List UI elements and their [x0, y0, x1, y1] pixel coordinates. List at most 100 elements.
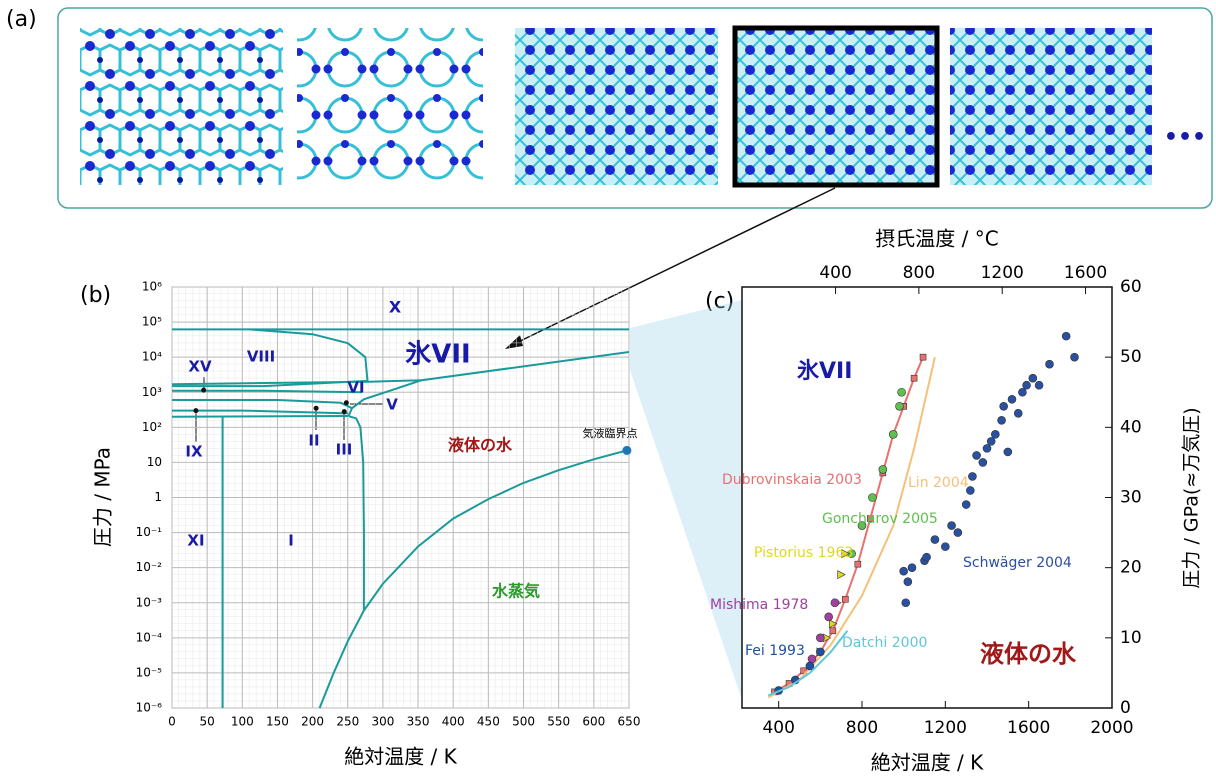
series-label: Goncharov 2005: [822, 511, 938, 527]
structure-image: [735, 28, 937, 185]
region-label: II: [308, 432, 319, 450]
x-axis-label: 絶対温度 / K: [344, 745, 457, 769]
x-tick-label: 600: [582, 715, 605, 729]
data-point: [983, 444, 991, 452]
series-label: Fei 1993: [745, 643, 805, 659]
x2-tick-label: 400: [819, 263, 851, 283]
x2-axis-label: 摂氏温度 / °C: [875, 227, 998, 251]
region-label: X: [389, 298, 402, 317]
region-label: 液体の水: [448, 436, 513, 455]
y-tick-label: 10⁻⁶: [136, 701, 163, 715]
data-point: [816, 648, 824, 656]
panel-label: (b): [80, 283, 111, 308]
phase-point: [314, 406, 319, 411]
data-point: [1018, 388, 1026, 396]
data-point: [904, 578, 912, 586]
region-label: IX: [185, 443, 203, 461]
y-axis-label: 圧力 / MPa: [91, 447, 115, 547]
x-tick-label: 300: [371, 715, 394, 729]
data-point: [1014, 409, 1022, 417]
x-tick-label: 1200: [924, 718, 967, 738]
y-tick-label: 10⁻³: [136, 595, 163, 609]
data-point: [973, 451, 981, 459]
data-point: [1062, 332, 1070, 340]
y-tick-label: 10⁻⁵: [136, 665, 163, 679]
y-tick-label: 10³: [142, 385, 162, 399]
region-label: III: [336, 441, 353, 459]
region-label: V: [386, 396, 398, 414]
x-tick-label: 50: [200, 715, 215, 729]
figure: (a) (b) (c) ••• 050100150200250300350400…: [0, 0, 1216, 776]
data-point: [879, 465, 887, 473]
data-point: [941, 543, 949, 551]
x2-tick-label: 1200: [981, 263, 1024, 283]
x-tick-label: 650: [618, 715, 641, 729]
structure-image: [297, 28, 483, 185]
data-point: [962, 501, 970, 509]
data-point: [831, 599, 839, 607]
region-label: XI: [187, 532, 204, 550]
y-tick-label: 30: [1120, 488, 1142, 508]
phase-point: [201, 388, 206, 393]
data-point: [838, 571, 846, 579]
data-point: [900, 567, 908, 575]
critical-point-label: 気液臨界点: [583, 426, 638, 440]
data-point: [1071, 353, 1079, 361]
data-point: [948, 522, 956, 530]
x-tick-label: 800: [846, 718, 878, 738]
data-point: [979, 458, 987, 466]
data-point: [1008, 395, 1016, 403]
region-label: 液体の水: [980, 640, 1077, 668]
data-point: [1035, 381, 1043, 389]
y-axis-label: 圧力 / GPa(≈万気圧): [1181, 407, 1203, 588]
y-tick-label: 10⁵: [142, 315, 162, 329]
series-label: Lin 2004: [908, 475, 969, 491]
x-tick-label: 550: [547, 715, 570, 729]
data-point: [855, 561, 861, 567]
data-point: [896, 402, 904, 410]
data-point: [868, 494, 876, 502]
data-point: [825, 613, 833, 621]
structure-image: [80, 28, 283, 185]
y-tick-label: 40: [1120, 417, 1142, 437]
phase-point: [193, 408, 198, 413]
data-point: [816, 634, 824, 642]
data-point: [923, 553, 931, 561]
data-point: [966, 486, 974, 494]
phase-boundary: [172, 416, 348, 417]
x-tick-label: 200: [301, 715, 324, 729]
series-label: Mishima 1978: [710, 597, 808, 613]
x-tick-label: 400: [762, 718, 794, 738]
data-point: [1000, 402, 1008, 410]
data-point: [998, 416, 1006, 424]
x2-tick-label: 1600: [1064, 263, 1107, 283]
data-point: [991, 430, 999, 438]
series-label: Datchi 2000: [842, 635, 927, 651]
data-point: [908, 564, 916, 572]
y-tick-label: 10: [1120, 628, 1142, 648]
x-tick-label: 2000: [1090, 718, 1133, 738]
critical-point: [622, 446, 631, 455]
data-point: [1023, 381, 1031, 389]
y-tick-label: 10⁻⁴: [136, 630, 163, 644]
y-tick-label: 1: [154, 490, 162, 504]
y-tick-label: 60: [1120, 277, 1142, 297]
zoom-wedge: [630, 300, 742, 700]
data-point: [830, 628, 836, 634]
data-point: [1029, 374, 1037, 382]
phase-point: [342, 409, 347, 414]
x-axis-label: 絶対温度 / K: [871, 751, 984, 775]
y-tick-label: 10⁶: [142, 280, 162, 294]
region-label: 氷VII: [797, 359, 852, 384]
more-indicator: •••: [1164, 125, 1206, 150]
y-tick-label: 10⁻²: [136, 560, 163, 574]
data-point: [898, 388, 906, 396]
data-point: [968, 472, 976, 480]
x-tick-label: 100: [231, 715, 254, 729]
series-label: Pistorius 1963: [754, 545, 853, 561]
phase-point: [344, 400, 349, 405]
data-point: [1046, 360, 1054, 368]
x-tick-label: 500: [512, 715, 535, 729]
x2-tick-label: 800: [903, 263, 935, 283]
y-tick-label: 10: [147, 455, 162, 469]
